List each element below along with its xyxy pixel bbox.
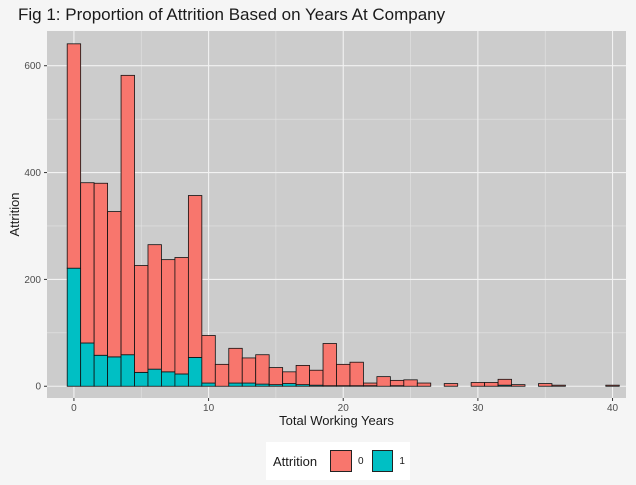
bar-attrition-0 xyxy=(484,382,499,387)
bar-attrition-0 xyxy=(282,371,297,384)
bar-attrition-0 xyxy=(363,382,378,387)
bar-attrition-0 xyxy=(107,211,122,358)
bar-attrition-0 xyxy=(134,265,149,373)
bar-attrition-0 xyxy=(147,244,162,370)
y-axis-title: Attrition xyxy=(7,192,22,236)
legend-key-1 xyxy=(371,450,394,472)
bar-attrition-0 xyxy=(268,367,284,386)
bar-attrition-0 xyxy=(161,259,176,373)
bar-attrition-0 xyxy=(309,369,324,386)
bar-attrition-1 xyxy=(161,371,176,387)
bar-attrition-0 xyxy=(93,182,108,356)
bar-attrition-0 xyxy=(120,74,135,356)
bar-attrition-0 xyxy=(214,363,230,387)
bar-attrition-1 xyxy=(241,382,257,387)
bar-attrition-1 xyxy=(80,342,95,387)
bar-attrition-0 xyxy=(295,365,310,386)
bar-attrition-1 xyxy=(134,371,149,387)
bar-attrition-1 xyxy=(174,373,189,387)
bar-attrition-1 xyxy=(147,368,162,387)
x-tick-label: 20 xyxy=(338,403,350,414)
y-tick-label: 0 xyxy=(35,382,41,393)
legend-label-1: 1 xyxy=(399,455,405,467)
bar-attrition-0 xyxy=(416,382,432,387)
y-tick-label: 600 xyxy=(24,61,41,72)
bar-attrition-1 xyxy=(282,383,297,387)
bar-attrition-0 xyxy=(403,379,418,387)
legend-label-0: 0 xyxy=(357,455,364,467)
y-tick-label: 200 xyxy=(24,275,41,286)
bar-attrition-0 xyxy=(80,182,95,344)
x-tick-label: 30 xyxy=(472,403,484,414)
bar-attrition-1 xyxy=(120,354,135,387)
bar-attrition-0 xyxy=(470,382,486,387)
bar-attrition-1 xyxy=(66,267,82,387)
bar-attrition-0 xyxy=(443,383,459,387)
legend: Attrition 0 1 xyxy=(266,442,410,480)
legend-key-0 xyxy=(330,450,352,472)
bar-attrition-0 xyxy=(174,257,189,375)
bar-attrition-0 xyxy=(201,335,216,384)
bar-attrition-1 xyxy=(93,354,108,387)
bar-attrition-0 xyxy=(336,363,351,387)
bar-attrition-0 xyxy=(228,347,243,384)
bar-attrition-0 xyxy=(187,195,203,358)
bar-attrition-0 xyxy=(538,383,553,387)
bar-attrition-1 xyxy=(107,356,122,387)
bar-attrition-0 xyxy=(376,376,391,387)
bar-attrition-1 xyxy=(228,382,243,387)
bar-attrition-0 xyxy=(322,343,337,387)
bar-attrition-0 xyxy=(66,43,82,269)
bar-attrition-0 xyxy=(497,378,512,386)
x-tick-label: 10 xyxy=(203,403,215,414)
bar-attrition-0 xyxy=(389,379,405,387)
bar-attrition-0 xyxy=(551,384,566,387)
chart-title: Fig 1: Proportion of Attrition Based on … xyxy=(18,5,446,24)
bar-attrition-0 xyxy=(349,361,364,387)
x-tick-label: 0 xyxy=(71,403,77,414)
y-tick-label: 400 xyxy=(24,168,41,179)
bar-attrition-0 xyxy=(255,354,270,385)
x-axis-title: Total Working Years xyxy=(279,413,394,428)
bar-attrition-0 xyxy=(241,357,257,384)
bar-attrition-0 xyxy=(605,384,620,387)
bar-attrition-0 xyxy=(511,384,526,387)
bar-attrition-1 xyxy=(187,357,203,387)
x-tick-label: 40 xyxy=(607,403,619,414)
bar-attrition-1 xyxy=(201,382,216,387)
legend-title: Attrition xyxy=(273,453,318,469)
